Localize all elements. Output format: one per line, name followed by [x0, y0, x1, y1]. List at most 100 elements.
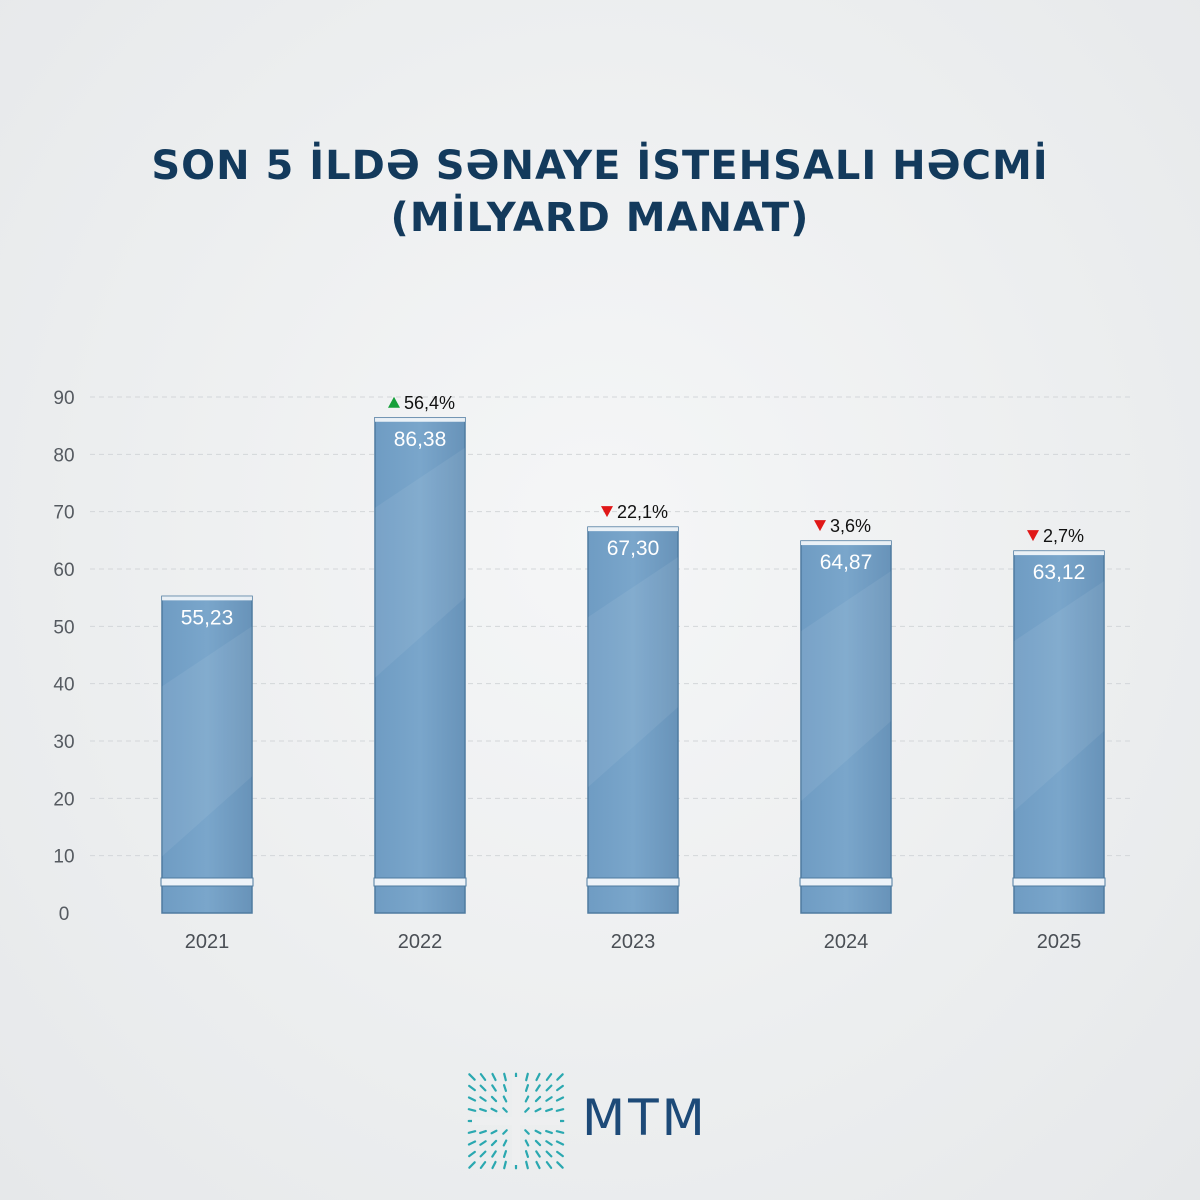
x-tick-label: 2024: [824, 931, 869, 953]
bar-top-highlight: [588, 527, 678, 532]
logo-dash: [468, 1084, 476, 1092]
logo-dash: [479, 1107, 487, 1113]
logo-dash: [468, 1150, 476, 1158]
logo-dash: [545, 1096, 553, 1102]
logo-dash: [535, 1084, 541, 1092]
logo-dash: [534, 1107, 542, 1113]
bar-value-label: 64,87: [820, 551, 873, 574]
logo-dash: [545, 1073, 553, 1081]
logo-dash: [535, 1072, 541, 1082]
logo-dash: [491, 1072, 497, 1082]
bar-2021: [160, 595, 254, 914]
logo-dash: [467, 1096, 477, 1102]
logo-dash: [467, 1130, 477, 1134]
x-tick-label: 2025: [1037, 931, 1082, 953]
bar-break: [160, 877, 254, 887]
logo-dash: [502, 1095, 508, 1103]
logo-dash: [524, 1107, 530, 1113]
title-line-1: SON 5 İLDƏ SƏNAYE İSTEHSALI HƏCMİ: [151, 143, 1049, 189]
bar-value-label: 86,38: [394, 428, 447, 451]
logo-dash: [556, 1150, 564, 1158]
logo-dash: [556, 1084, 564, 1092]
logo-dash: [479, 1150, 487, 1158]
logo-dash: [524, 1139, 530, 1147]
logo-dash: [502, 1139, 508, 1147]
logo-dash: [467, 1140, 477, 1146]
logo-dash: [467, 1108, 477, 1112]
change-label: 2,7%: [1043, 526, 1084, 546]
bar-body: [161, 595, 253, 914]
change-down-icon: [1027, 530, 1039, 542]
bar-body: [800, 540, 892, 914]
logo-dash: [491, 1084, 497, 1092]
x-tick-label: 2022: [398, 931, 443, 953]
logo-dash: [545, 1140, 553, 1146]
change-down-icon: [601, 506, 613, 518]
logo-dash: [502, 1107, 508, 1113]
bar-2025: [1012, 550, 1106, 914]
bar-sheen: [801, 571, 891, 802]
logo-dash: [556, 1073, 564, 1081]
logo-dash: [525, 1160, 529, 1170]
bar-break: [799, 877, 893, 887]
logo-dash: [534, 1139, 542, 1147]
bar-sheen: [588, 557, 678, 788]
logo-dash: [524, 1095, 530, 1103]
bar-body: [587, 526, 679, 914]
logo-dash: [534, 1095, 542, 1103]
y-tick-label: 90: [53, 388, 74, 409]
logo-dash: [479, 1161, 487, 1169]
y-tick-label: 20: [53, 789, 74, 810]
y-tick-label: 60: [53, 560, 74, 581]
logo-dash: [490, 1107, 498, 1113]
bar-2024: [799, 540, 893, 914]
logo-dash: [479, 1073, 487, 1081]
logo-dash: [479, 1129, 487, 1135]
logo-dash: [491, 1160, 497, 1170]
bar-2023: [586, 526, 680, 914]
logo-dash: [545, 1107, 553, 1113]
title-line-2: (MİLYARD MANAT): [390, 195, 810, 241]
y-tick-label: 10: [53, 847, 74, 868]
logo-dash: [555, 1096, 565, 1102]
bar-break: [1012, 877, 1106, 887]
change-up-icon: [388, 396, 400, 408]
x-tick-label: 2021: [185, 931, 230, 953]
bar-value-label: 55,23: [181, 606, 234, 629]
bar-body: [1013, 550, 1105, 914]
logo-dash: [491, 1150, 497, 1158]
page-title: SON 5 İLDƏ SƏNAYE İSTEHSALI HƏCMİ (MİLYA…: [0, 140, 1200, 244]
logo-dash: [555, 1108, 565, 1112]
change-label: 22,1%: [617, 502, 668, 522]
logo-dash: [534, 1129, 542, 1135]
logo-dash: [524, 1084, 530, 1092]
logo-dash: [503, 1072, 507, 1082]
logo-text: MTM: [582, 1089, 708, 1147]
bar-sheen: [162, 626, 252, 857]
bar-break: [586, 877, 680, 887]
logo-gap-h: [472, 1117, 560, 1125]
bar-top-highlight: [375, 417, 465, 422]
logo-dash: [535, 1150, 541, 1158]
bar-sheen: [1014, 581, 1104, 812]
bar-top-highlight: [1014, 551, 1104, 556]
y-tick-label: 30: [53, 732, 74, 753]
logo-dash: [525, 1072, 529, 1082]
logo-dash: [502, 1129, 508, 1135]
logo-dash: [503, 1160, 507, 1170]
logo-dash: [535, 1160, 541, 1170]
logo-dash: [490, 1139, 498, 1147]
logo-dash: [468, 1161, 476, 1169]
bar-2022: [373, 417, 467, 914]
change-down-icon: [814, 520, 826, 532]
logo-dash: [502, 1084, 508, 1092]
logo-dash: [479, 1140, 487, 1146]
logo-dash: [556, 1161, 564, 1169]
logo-dash: [468, 1073, 476, 1081]
logo-dash: [555, 1140, 565, 1146]
bar-break: [373, 877, 467, 887]
logo-dash: [555, 1130, 565, 1134]
logo-dash: [524, 1150, 530, 1158]
y-tick-label: 70: [53, 503, 74, 524]
